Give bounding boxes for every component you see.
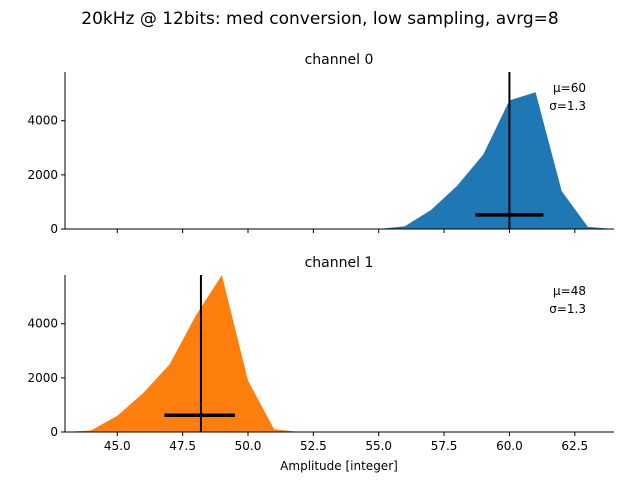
x-tick-label: 60.0	[496, 439, 523, 453]
mu-annotation: μ=60	[553, 81, 586, 95]
y-tick-label: 4000	[27, 114, 58, 128]
sigma-annotation: σ=1.3	[549, 99, 586, 113]
y-tick-label: 4000	[27, 317, 58, 331]
y-tick-label: 0	[50, 425, 58, 439]
panel-title: channel 1	[305, 255, 374, 271]
y-tick-label: 0	[50, 222, 58, 236]
x-tick-label: 57.5	[431, 439, 458, 453]
x-tick-label: 47.5	[169, 439, 196, 453]
sigma-annotation: σ=1.3	[549, 302, 586, 316]
x-tick-label: 52.5	[300, 439, 327, 453]
panel-channel-1: channel 1 Amplitude [integer] 0 2000 4000 4…	[27, 255, 614, 473]
x-tick-label: 45.0	[104, 439, 131, 453]
figure-title: 20kHz @ 12bits: med conversion, low samp…	[81, 9, 559, 29]
x-axis-label: Amplitude [integer]	[280, 459, 398, 473]
y-tick-label: 2000	[27, 371, 58, 385]
panel-channel-0: channel 0 0 2000 4000 μ=60 σ=1.3	[27, 52, 614, 236]
y-tick-label: 2000	[27, 168, 58, 182]
x-tick-label: 62.5	[561, 439, 588, 453]
panel-title: channel 0	[305, 52, 374, 68]
distribution-area	[65, 275, 327, 432]
x-tick-label: 55.0	[365, 439, 392, 453]
mu-annotation: μ=48	[553, 284, 586, 298]
x-tick-label: 50.0	[235, 439, 262, 453]
distribution-area	[378, 92, 614, 229]
